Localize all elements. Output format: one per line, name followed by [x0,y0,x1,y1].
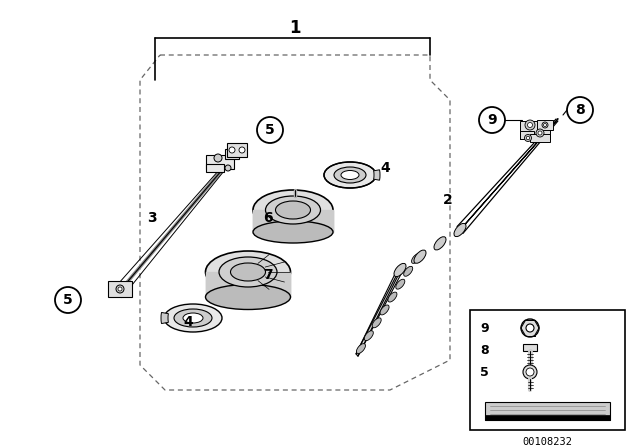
Text: 8: 8 [480,344,488,357]
Bar [520,131,534,139]
Circle shape [229,147,235,153]
Text: 2: 2 [443,193,453,207]
Bar [206,164,224,172]
Text: 9: 9 [487,113,497,127]
Circle shape [527,122,532,128]
Ellipse shape [372,318,381,328]
Circle shape [536,129,544,137]
Ellipse shape [388,292,397,302]
Text: 4: 4 [183,315,193,329]
Ellipse shape [356,344,365,353]
Text: 5: 5 [480,366,489,379]
Ellipse shape [266,196,321,224]
Text: 8: 8 [575,103,585,117]
Ellipse shape [341,171,359,180]
Polygon shape [356,268,402,356]
Bar [523,344,537,351]
Ellipse shape [364,331,373,340]
Ellipse shape [174,309,212,327]
Wedge shape [161,312,168,323]
Ellipse shape [523,365,537,379]
Circle shape [525,134,531,142]
Bar [530,134,550,142]
Ellipse shape [183,313,203,323]
Bar [537,120,553,130]
Ellipse shape [414,250,426,263]
Ellipse shape [334,167,366,183]
Text: 00108232: 00108232 [522,437,573,447]
Circle shape [225,165,231,171]
Ellipse shape [396,279,405,289]
Circle shape [118,287,122,291]
Circle shape [116,285,124,293]
Ellipse shape [394,263,406,276]
Bar [520,121,550,139]
Circle shape [526,368,534,376]
Text: 3: 3 [147,211,157,225]
Ellipse shape [521,319,539,337]
Circle shape [257,117,283,143]
Ellipse shape [454,224,466,237]
Ellipse shape [253,221,333,243]
Text: 6: 6 [263,211,273,225]
Ellipse shape [205,251,291,293]
Circle shape [55,287,81,313]
Circle shape [239,147,245,153]
Text: 5: 5 [63,293,73,307]
Bar [206,155,234,169]
Bar [485,415,610,420]
Bar [227,143,247,157]
Circle shape [526,136,530,140]
Ellipse shape [324,162,376,188]
Circle shape [538,131,542,135]
Bar [225,149,239,159]
Ellipse shape [219,257,277,287]
Ellipse shape [412,254,420,263]
Text: 9: 9 [480,322,488,335]
Circle shape [525,120,535,130]
Ellipse shape [230,263,266,281]
Bar [470,310,625,430]
Text: 4: 4 [380,161,390,175]
Polygon shape [206,272,290,297]
Ellipse shape [253,190,333,230]
Text: 1: 1 [289,19,301,37]
Circle shape [479,107,505,133]
Text: 7: 7 [263,268,273,282]
Bar [485,402,610,420]
Ellipse shape [164,304,222,332]
Polygon shape [253,210,333,232]
Ellipse shape [434,237,446,250]
Ellipse shape [526,324,534,332]
Polygon shape [457,119,558,233]
Circle shape [543,124,547,126]
Wedge shape [374,170,380,180]
Circle shape [214,154,222,162]
Ellipse shape [205,284,291,310]
Text: 5: 5 [265,123,275,137]
Circle shape [542,122,548,128]
Circle shape [567,97,593,123]
Ellipse shape [275,201,310,219]
Bar [108,281,132,297]
Ellipse shape [380,305,389,315]
Ellipse shape [404,267,413,276]
